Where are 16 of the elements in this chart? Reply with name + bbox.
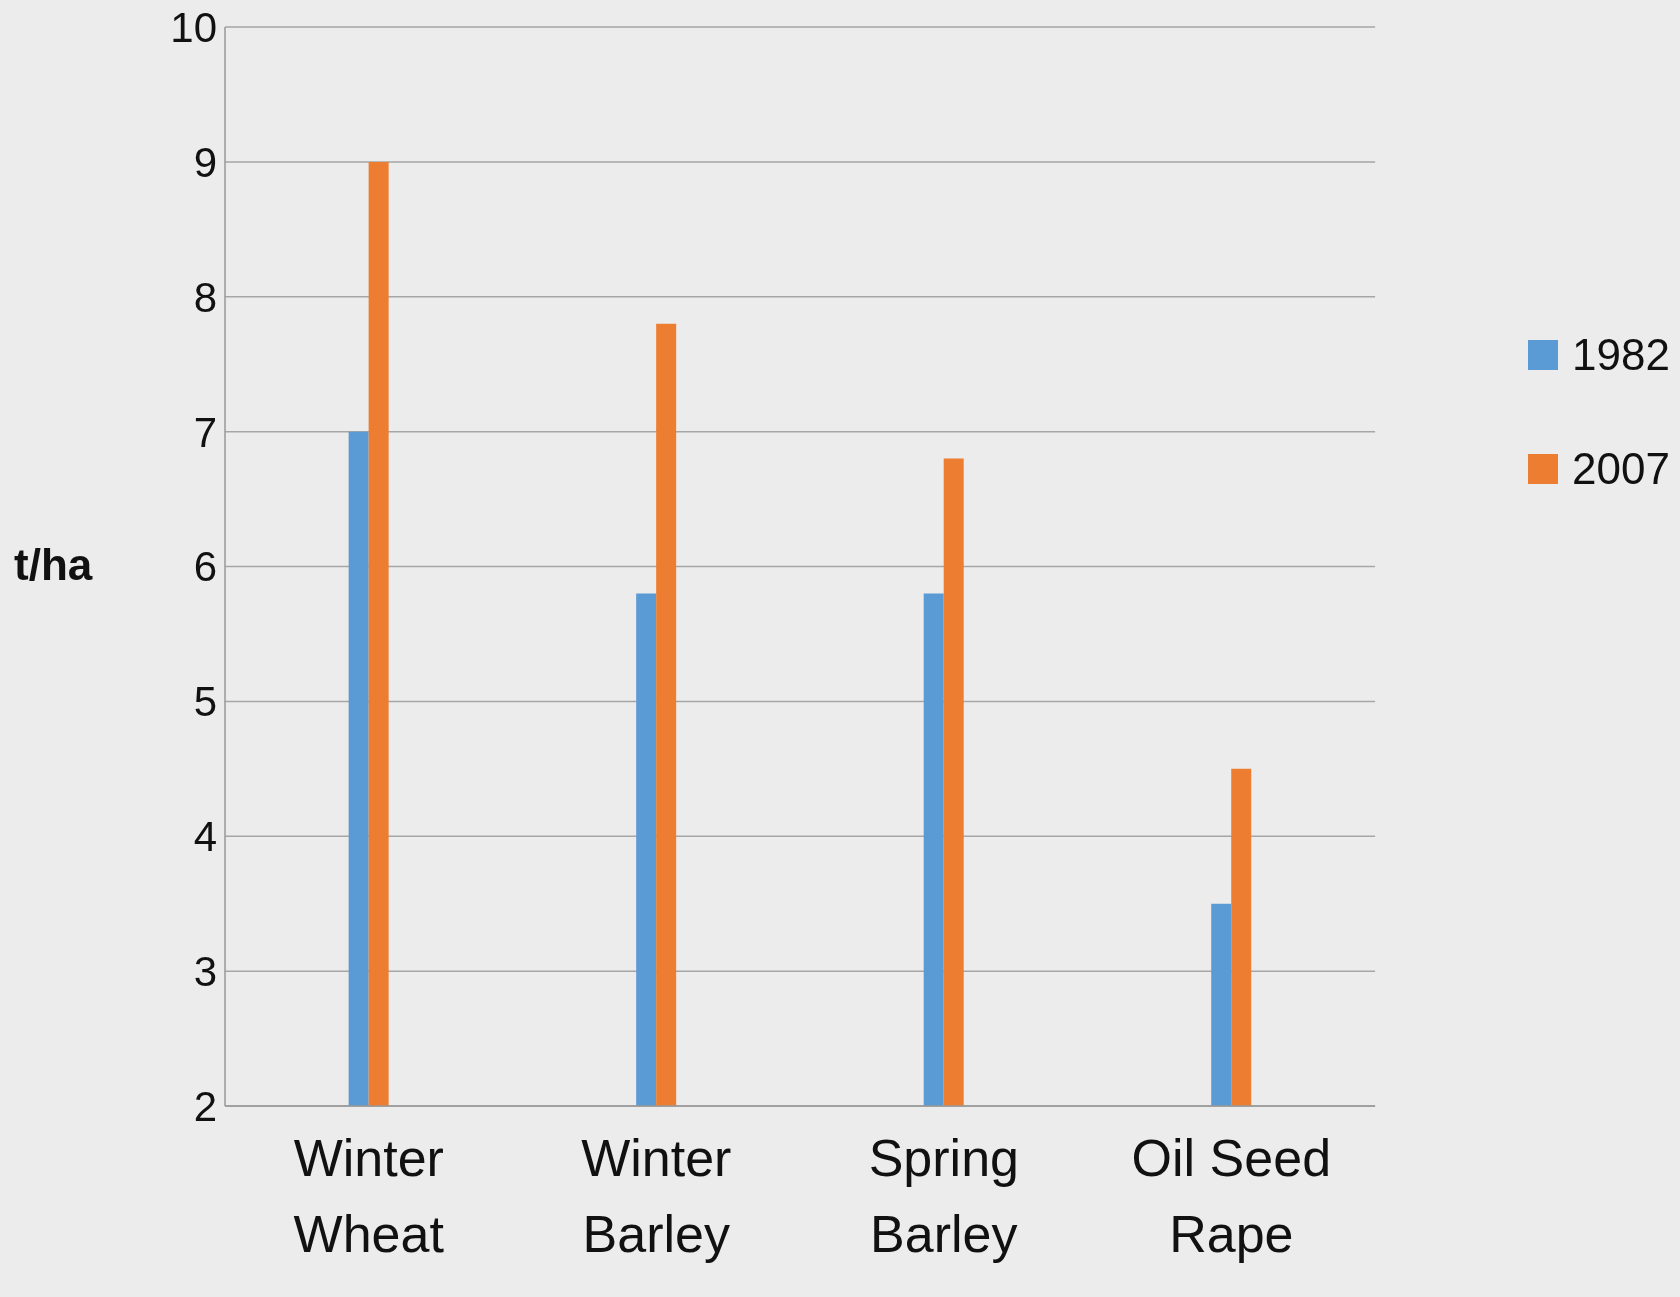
y-tick-label: 7: [193, 408, 217, 456]
y-tick-label: 3: [193, 948, 217, 996]
y-tick-label: 2: [193, 1082, 217, 1130]
y-axis-title: t/ha: [14, 540, 93, 590]
x-tick-label: Winter Barley: [581, 1129, 732, 1263]
x-tick-label: Oil Seed Rape: [1131, 1129, 1332, 1263]
y-tick-label: 9: [193, 138, 217, 186]
y-tick-label: 6: [193, 543, 217, 591]
y-tick-label: 10: [170, 3, 217, 51]
legend-label: 1982: [1572, 330, 1670, 380]
y-tick-label: 5: [193, 678, 217, 726]
x-tick-label: Spring Barley: [868, 1129, 1019, 1263]
legend-label: 2007: [1572, 444, 1670, 494]
x-tick-label: Winter Wheat: [293, 1129, 445, 1263]
y-tick-label: 4: [193, 813, 217, 861]
y-tick-label: 8: [193, 273, 217, 321]
